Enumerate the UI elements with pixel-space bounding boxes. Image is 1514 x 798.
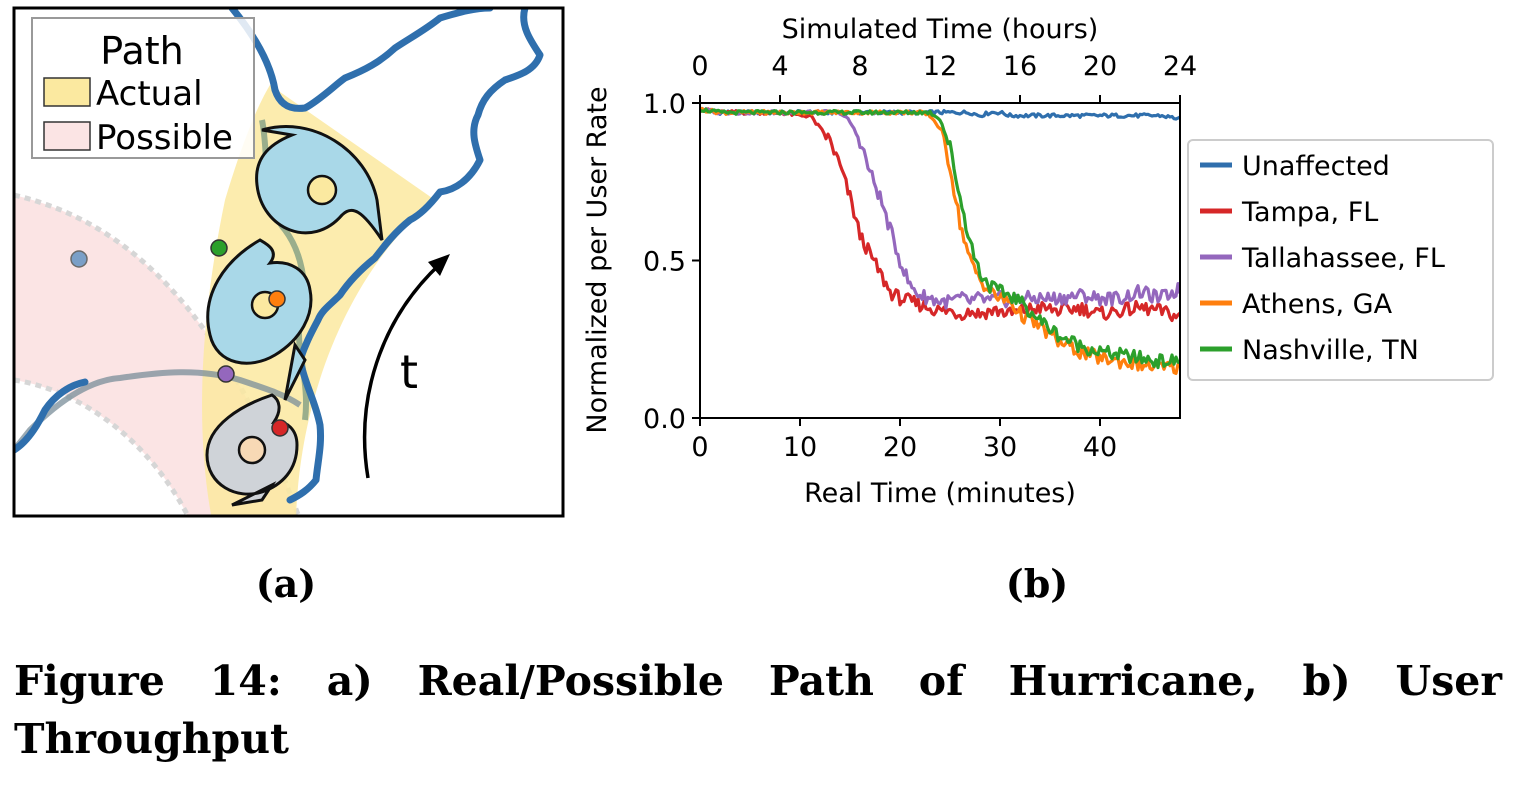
x-tick-label: 0 [691,432,708,463]
y-axis: 0.0 0.5 1.0 [643,89,700,435]
legend-swatch-actual [43,77,91,107]
x-tick-label: 30 [983,432,1017,463]
x2-tick-label: 16 [1003,51,1037,82]
panel-b-label: (b) [1006,561,1069,606]
coastline [14,378,89,454]
city-marker-nashville [210,239,228,257]
x2-tick-label: 4 [771,51,788,82]
series-line-3 [700,106,1180,375]
y-tick-label: 0.5 [643,247,686,278]
y-tick-label: 1.0 [643,89,686,120]
x-axis-top: 0 4 8 12 16 20 24 [691,51,1197,103]
possible-path-edge-lower [14,377,191,516]
plot-frame [699,102,1181,419]
city-marker-tallahassee [217,365,235,383]
legend-label: Tallahassee, FL [1241,243,1445,274]
series-line-2 [700,107,1180,310]
x-tick-label: 10 [783,432,817,463]
legend-label-possible: Possible [96,118,233,158]
x2-tick-label: 12 [923,51,957,82]
panel-a-label: (a) [256,561,317,606]
coastline [228,8,544,504]
city-marker-athens [268,290,286,308]
legend-label: Athens, GA [1242,289,1393,320]
city-marker-unaffected [70,250,88,268]
legend-swatch-possible [43,121,91,151]
legend-frame [1187,139,1494,381]
map-legend: Path Actual Possible [31,17,255,159]
x2-tick-label: 20 [1083,51,1117,82]
map-frame [12,6,565,518]
x2-tick-label: 24 [1163,51,1197,82]
hurricane-icon [255,125,384,241]
x-tick-label: 40 [1083,432,1117,463]
y-tick-label: 0.0 [643,404,686,435]
state-border [14,369,302,452]
legend-label: Tampa, FL [1241,197,1378,228]
series-line-4 [700,107,1180,370]
x-axis-label: Real Time (minutes) [804,478,1076,509]
hurricane-map: t Path Actual Possible [12,6,565,518]
legend-label: Unaffected [1242,151,1390,182]
throughput-chart: 0 10 20 30 40 0 4 8 12 16 20 24 0.0 0.5 1.0 Real Tim… [582,14,1494,509]
chart-legend: Unaffected Tampa, FL Tallahassee, FL Athens… [1187,139,1494,381]
legend-title: Path [100,29,183,73]
x2-axis-label: Simulated Time (hours) [782,14,1099,45]
x2-tick-label: 0 [691,51,708,82]
x2-tick-label: 8 [851,51,868,82]
figure-caption: Figure 14: a) Real/Possible Path of Hurr… [14,657,1502,763]
arrow-head-icon [428,254,450,276]
legend-label: Nashville, TN [1242,335,1419,366]
y-axis-label: Normalized per User Rate [582,86,613,433]
x-tick-label: 20 [883,432,917,463]
series-layer [700,106,1180,375]
series-line-1 [700,107,1180,323]
time-arrow [362,262,442,479]
legend-label-actual: Actual [96,74,203,114]
x-axis-bottom: 0 10 20 30 40 [691,418,1117,463]
hurricane-icon [206,238,313,401]
time-label: t [400,345,418,399]
city-marker-tampa [271,419,289,437]
